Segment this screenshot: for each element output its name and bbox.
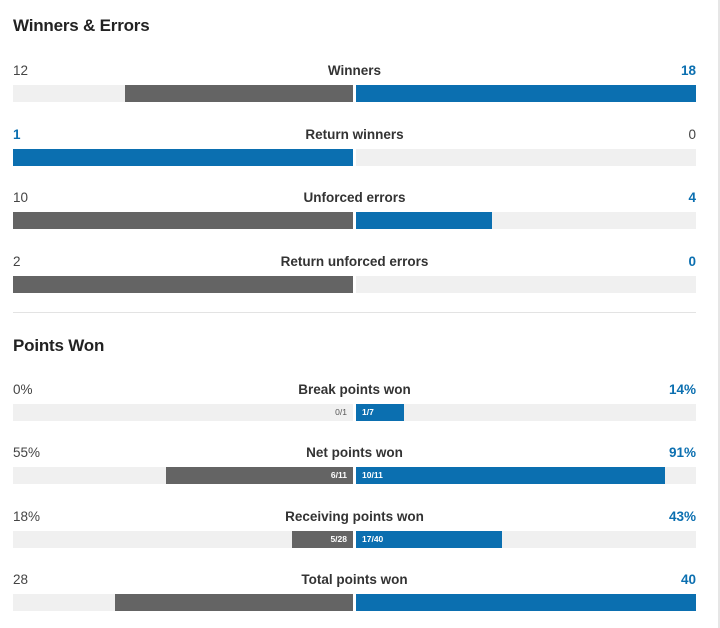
right-bar-fill: [356, 594, 696, 611]
stat-row-net-points-won: 55% Net points won 91% 6/11 10/11: [13, 445, 696, 486]
right-bar-track: 10/11: [356, 467, 696, 484]
left-value: 18%: [13, 509, 41, 524]
left-bar-track: 5/28: [13, 531, 353, 548]
right-value: 18: [680, 63, 696, 78]
right-fraction: 10/11: [362, 470, 383, 480]
right-bar-fill: [356, 404, 404, 421]
left-value: 55%: [13, 445, 41, 460]
right-value: 43%: [668, 509, 696, 524]
right-value: 0: [688, 127, 696, 142]
left-value: 1: [13, 127, 21, 142]
right-fraction: 1/7: [362, 407, 374, 417]
section-title-winners-errors: Winners & Errors: [13, 16, 150, 35]
right-value: 14%: [668, 382, 696, 397]
left-fraction: 0/1: [335, 407, 347, 417]
stat-row-total-points-won: 28 Total points won 40: [13, 572, 696, 613]
left-bar-track: [13, 276, 353, 293]
right-value: 91%: [668, 445, 696, 460]
right-bar-fill: [356, 467, 666, 484]
right-bar-track: [356, 149, 696, 166]
right-value: 40: [680, 572, 696, 587]
right-value: 4: [688, 190, 696, 205]
right-bar-track: [356, 276, 696, 293]
left-fraction: 6/11: [330, 470, 347, 480]
stat-label: Return winners: [305, 127, 404, 142]
stat-row-winners: 12 Winners 18: [13, 63, 696, 104]
right-bar-track: [356, 212, 696, 229]
left-value: 10: [13, 190, 29, 205]
right-bar-track: [356, 594, 696, 611]
stat-label: Winners: [327, 63, 382, 78]
left-value: 2: [13, 254, 21, 269]
left-bar-track: [13, 594, 353, 611]
right-bar-track: 1/7: [356, 404, 696, 421]
right-fraction: 17/40: [362, 534, 384, 544]
stat-label: Break points won: [298, 382, 411, 397]
left-bar-fill: [13, 212, 353, 229]
left-bar-fill: [291, 531, 353, 548]
right-bar-fill: [356, 531, 503, 548]
left-bar-fill: [13, 276, 353, 293]
stat-row-receiving-points-won: 18% Receiving points won 43% 5/28 17/40: [13, 509, 696, 550]
stat-label: Return unforced errors: [280, 254, 429, 269]
right-value: 0: [688, 254, 696, 269]
stat-row-unforced-errors: 10 Unforced errors 4: [13, 190, 696, 231]
right-bar-track: [356, 85, 696, 102]
left-bar-track: [13, 212, 353, 229]
left-value: 0%: [13, 382, 33, 397]
stat-label: Receiving points won: [285, 509, 424, 524]
left-bar-track: 6/11: [13, 467, 353, 484]
right-bar-fill: [356, 85, 696, 102]
stat-label: Net points won: [306, 445, 403, 460]
section-title-points-won: Points Won: [13, 336, 105, 355]
stat-row-return-winners: 1 Return winners 0: [13, 127, 696, 168]
panel-edge: [718, 0, 720, 628]
stat-row-break-points-won: 0% Break points won 14% 0/1 1/7: [13, 382, 696, 423]
stat-label: Total points won: [301, 572, 408, 587]
left-value: 28: [13, 572, 29, 587]
right-bar-fill: [356, 212, 492, 229]
left-value: 12: [13, 63, 29, 78]
left-fraction: 5/28: [330, 534, 347, 544]
left-bar-track: [13, 85, 353, 102]
section-divider: [13, 312, 696, 313]
right-bar-track: 17/40: [356, 531, 696, 548]
stat-label: Unforced errors: [303, 190, 406, 205]
stat-row-return-unforced-errors: 2 Return unforced errors 0: [13, 254, 696, 295]
left-bar-track: 0/1: [13, 404, 353, 421]
left-bar-track: [13, 149, 353, 166]
left-bar-fill: [125, 85, 353, 102]
left-bar-fill: [115, 594, 353, 611]
left-bar-fill: [166, 467, 353, 484]
left-bar-fill: [13, 149, 353, 166]
